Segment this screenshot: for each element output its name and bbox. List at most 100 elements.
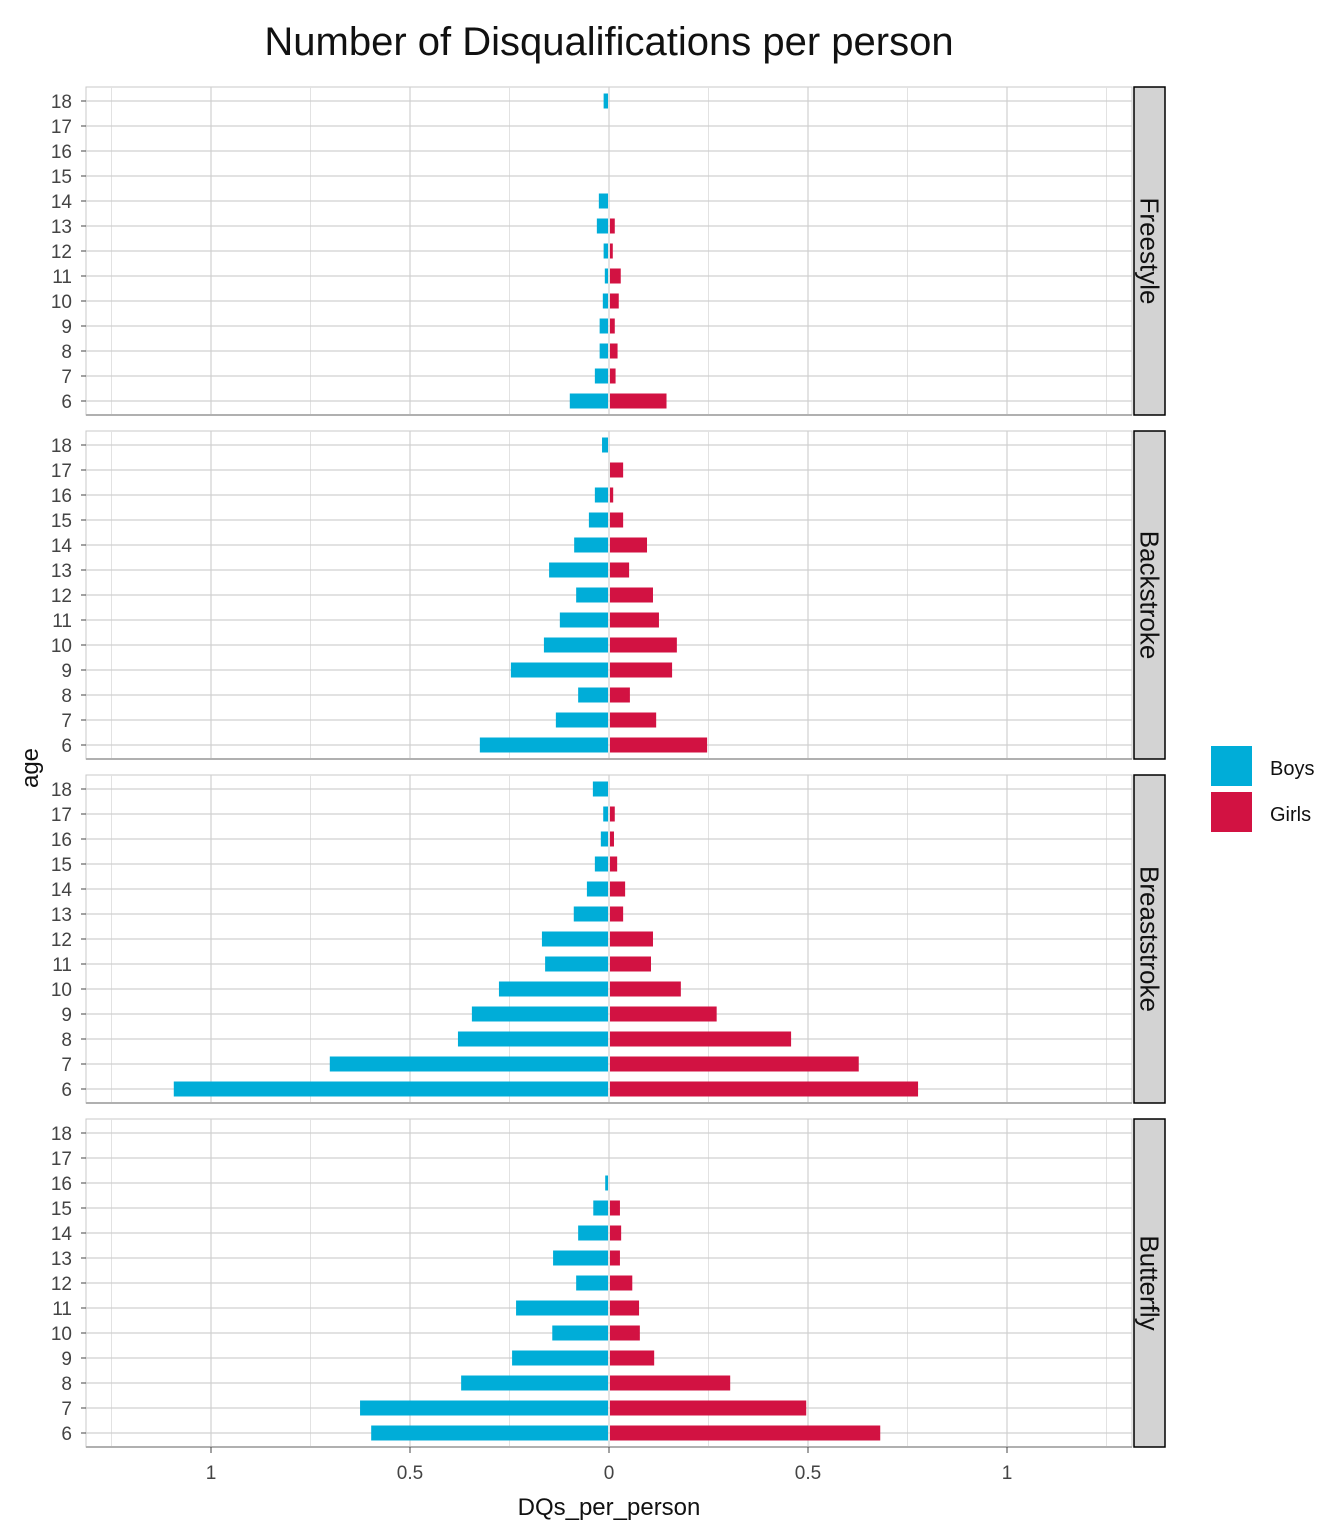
legend-swatch-girls <box>1211 792 1252 832</box>
strip-label: Backstroke <box>1135 531 1165 660</box>
bar-boys-age-13 <box>549 562 608 578</box>
y-tick-label: 8 <box>61 342 72 363</box>
bar-boys-age-11 <box>559 612 608 628</box>
bar-boys-age-11 <box>604 268 608 284</box>
legend-label-girls: Girls <box>1270 804 1311 826</box>
y-tick-label: 13 <box>51 905 72 926</box>
bar-boys-age-15 <box>588 512 608 528</box>
bar-girls-age-13 <box>610 906 624 922</box>
bar-girls-age-13 <box>610 218 615 234</box>
y-tick-label: 13 <box>51 561 72 582</box>
y-tick-label: 6 <box>61 736 72 757</box>
y-tick-label: 14 <box>51 192 73 213</box>
bar-girls-age-8 <box>610 1375 731 1391</box>
bar-girls-age-14 <box>610 881 626 897</box>
x-axis: 1 0.5 0 0.5 1 <box>206 1447 1013 1484</box>
bar-girls-age-16 <box>610 487 614 503</box>
bar-girls-age-9 <box>610 1006 717 1022</box>
y-tick-label: 11 <box>52 1299 72 1320</box>
bar-girls-age-16 <box>610 831 614 847</box>
y-tick-label: 11 <box>52 955 72 976</box>
bar-boys-age-14 <box>586 881 608 897</box>
y-tick-label: 16 <box>51 486 72 507</box>
bar-boys-age-13 <box>596 218 608 234</box>
bar-boys-age-13 <box>573 906 608 922</box>
y-tick-label: 9 <box>61 317 72 338</box>
bar-girls-age-13 <box>610 562 630 578</box>
y-tick-label: 17 <box>51 805 72 826</box>
strip-label: Breaststroke <box>1135 866 1165 1012</box>
bar-girls-age-10 <box>610 1325 640 1341</box>
y-tick-label: 18 <box>51 780 72 801</box>
y-tick-label: 8 <box>61 686 72 707</box>
x-axis-title: DQs_per_person <box>518 1494 701 1521</box>
bar-girls-age-12 <box>610 1275 633 1291</box>
y-tick-label: 11 <box>52 611 72 632</box>
y-tick-label: 16 <box>51 142 72 163</box>
bar-boys-age-7 <box>329 1056 608 1072</box>
facet-panel-breaststroke: 6 7 8 9 10 11 12 13 14 15 16 17 18 Breaststroke <box>51 774 1166 1104</box>
x-tick-label: 0.5 <box>795 1463 821 1484</box>
y-tick-label: 10 <box>51 980 72 1001</box>
bar-boys-age-6 <box>479 737 608 753</box>
bar-girls-age-8 <box>610 1031 792 1047</box>
y-tick-label: 7 <box>61 1399 72 1420</box>
y-tick-label: 6 <box>61 1080 72 1101</box>
bar-boys-age-6 <box>173 1081 609 1097</box>
y-tick-label: 10 <box>51 292 72 313</box>
y-tick-label: 9 <box>61 661 72 682</box>
bar-boys-age-15 <box>593 1200 608 1216</box>
strip-freestyle <box>1133 86 1166 416</box>
y-tick-label: 13 <box>51 217 72 238</box>
bar-girls-age-15 <box>610 856 618 872</box>
bar-boys-age-14 <box>598 193 608 209</box>
y-tick-label: 14 <box>51 536 73 557</box>
y-tick-label: 7 <box>61 711 72 732</box>
bar-boys-age-15 <box>594 856 608 872</box>
bar-boys-age-14 <box>578 1225 608 1241</box>
bar-boys-age-9 <box>510 662 608 678</box>
bar-boys-age-10 <box>543 637 608 653</box>
y-tick-label: 12 <box>51 242 72 263</box>
bar-girls-age-11 <box>610 956 651 972</box>
bar-girls-age-6 <box>610 1425 881 1441</box>
y-tick-label: 11 <box>52 267 72 288</box>
legend: Boys Girls <box>1211 746 1314 832</box>
y-tick-label: 15 <box>51 855 72 876</box>
x-tick-label: 1 <box>1002 1463 1013 1484</box>
bar-girls-age-9 <box>610 318 615 334</box>
strip-butterfly <box>1133 1118 1166 1448</box>
y-tick-label: 16 <box>51 830 72 851</box>
bar-girls-age-17 <box>610 806 615 822</box>
y-tick-label: 8 <box>61 1030 72 1051</box>
bar-boys-age-7 <box>360 1400 608 1416</box>
bar-boys-age-13 <box>553 1250 608 1266</box>
bar-boys-age-17 <box>603 806 608 822</box>
bar-boys-age-9 <box>599 318 608 334</box>
bar-girls-age-9 <box>610 662 673 678</box>
y-tick-label: 6 <box>61 392 72 413</box>
y-tick-label: 7 <box>61 367 72 388</box>
bar-girls-age-9 <box>610 1350 655 1366</box>
bar-girls-age-12 <box>610 931 653 947</box>
bar-boys-age-10 <box>552 1325 608 1341</box>
y-axis-title: age <box>17 748 44 788</box>
bar-girls-age-7 <box>610 368 616 384</box>
y-tick-label: 10 <box>51 1324 72 1345</box>
bar-girls-age-15 <box>610 1200 620 1216</box>
legend-label-boys: Boys <box>1270 758 1314 780</box>
bar-boys-age-18 <box>592 781 608 797</box>
facet-panel-freestyle: 6 7 8 9 10 11 12 13 14 15 16 17 18 Freestyle <box>51 86 1166 416</box>
y-tick-label: 17 <box>51 461 72 482</box>
strip-label: Freestyle <box>1135 198 1165 305</box>
x-tick-label: 0 <box>604 1463 615 1484</box>
y-tick-label: 18 <box>51 1124 72 1145</box>
y-tick-label: 15 <box>51 511 72 532</box>
bar-girls-age-10 <box>610 981 681 997</box>
y-tick-label: 9 <box>61 1005 72 1026</box>
bar-girls-age-8 <box>610 343 618 359</box>
y-tick-label: 15 <box>51 167 72 188</box>
bar-boys-age-18 <box>602 437 608 453</box>
x-tick-label: 0.5 <box>397 1463 423 1484</box>
